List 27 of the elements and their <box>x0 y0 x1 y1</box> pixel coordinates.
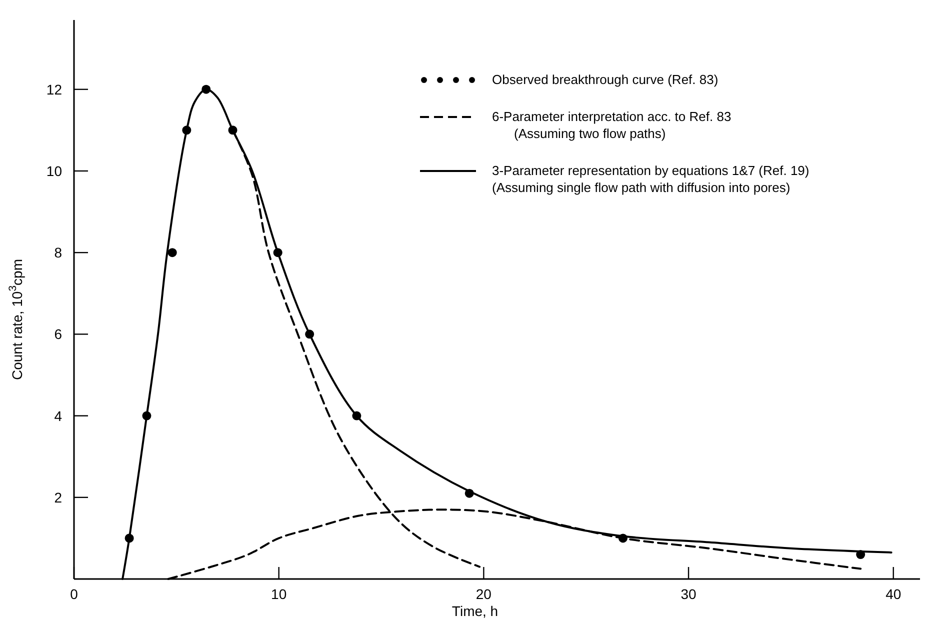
y-tick-label: 8 <box>54 244 62 261</box>
y-tick-label: 12 <box>46 81 62 98</box>
point <box>202 84 211 94</box>
point <box>168 248 177 258</box>
x-axis-title: Time, h <box>452 603 498 619</box>
y-tick-label: 6 <box>54 326 62 342</box>
point <box>856 550 866 560</box>
x-tick-label: 10 <box>271 586 287 602</box>
point <box>228 126 238 135</box>
point <box>305 330 314 339</box>
legend-label: Observed breakthrough curve (Ref. 83) <box>492 72 718 87</box>
point <box>618 534 628 543</box>
y-tick-label: 4 <box>54 408 62 424</box>
y-tick-label: 10 <box>46 162 62 179</box>
x-tick-label: 40 <box>886 586 902 602</box>
point <box>124 534 134 543</box>
point <box>273 248 282 258</box>
x-tick-label: 0 <box>70 586 78 602</box>
point <box>352 411 362 420</box>
point <box>142 411 152 420</box>
legend-label: 6-Parameter interpretation acc. to Ref. 83 (Assuming two flow paths) <box>492 109 732 141</box>
point <box>464 488 474 498</box>
x-tick-label: 20 <box>476 586 492 602</box>
legend-label: 3-Parameter representation by equations 1&7 (Ref. 19) (Assuming single flow path with diffusion into pores) <box>492 163 810 195</box>
x-tick-label: 30 <box>680 586 697 602</box>
y-tick-label: 2 <box>54 489 62 506</box>
point <box>182 126 192 135</box>
